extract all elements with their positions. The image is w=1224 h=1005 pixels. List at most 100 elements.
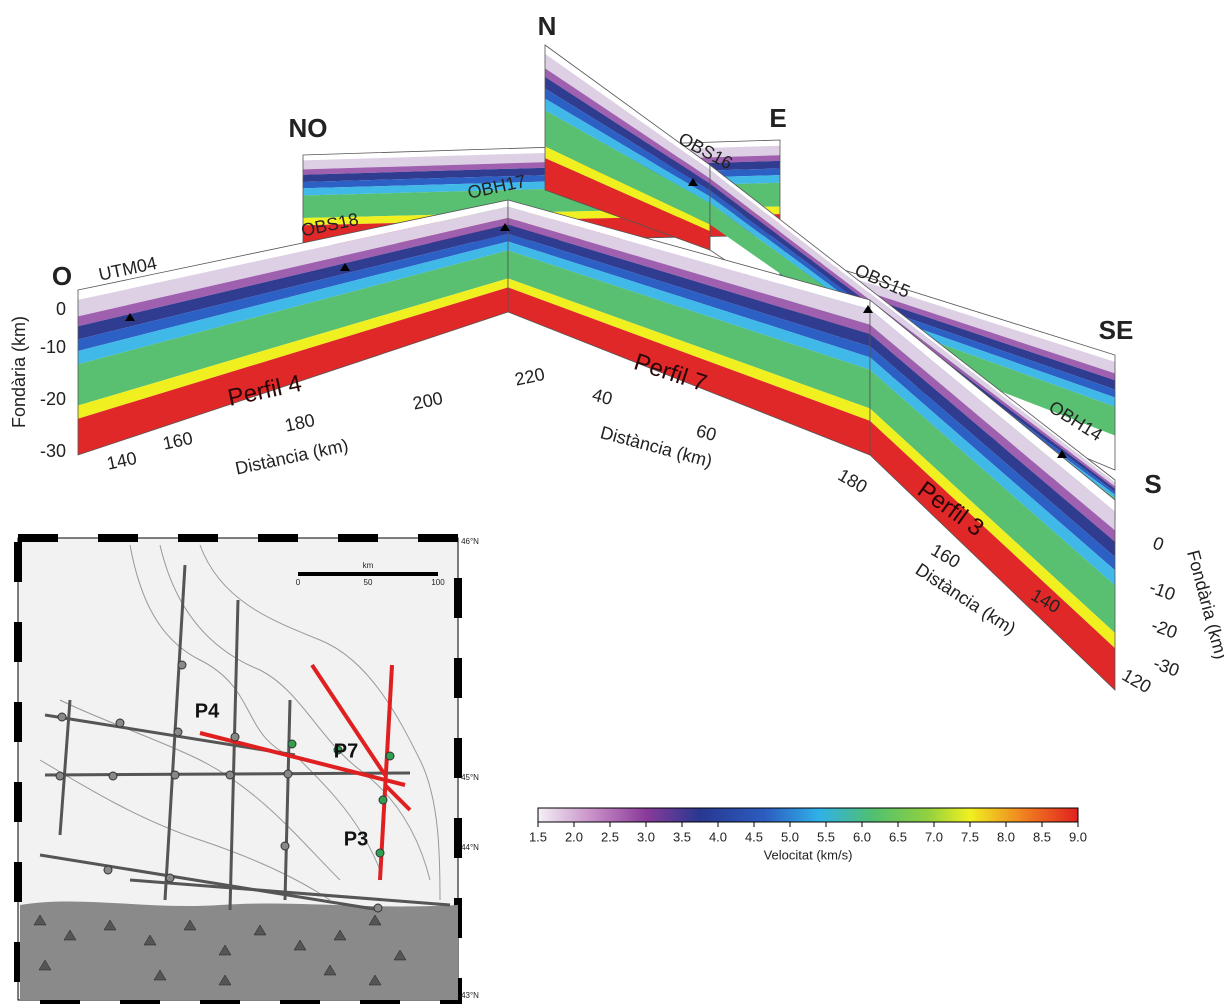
y-tick-label: 0 — [56, 299, 66, 319]
station-marker — [125, 313, 135, 321]
colorbar-tick-label: 1.5 — [529, 829, 547, 844]
velocity-layer — [710, 178, 1115, 489]
velocity-layer — [870, 369, 1115, 633]
station-marker — [1057, 450, 1067, 458]
colorbar-tick-label: 5.5 — [817, 829, 835, 844]
velocity-layer — [870, 309, 1115, 531]
colorbar-tick-label: 3.5 — [673, 829, 691, 844]
velocity-layer — [545, 110, 710, 225]
colorbar-tick-label: 4.0 — [709, 829, 727, 844]
velocity-layer — [710, 170, 1115, 487]
velocity-layer — [508, 241, 870, 370]
velocity-layer — [545, 45, 710, 171]
y-tick-label: -20 — [1149, 615, 1180, 643]
orientation-label: N — [538, 11, 557, 41]
x-tick-label: 60 — [694, 421, 719, 446]
panel-outline — [869, 299, 1116, 691]
velocity-panels — [77, 44, 1116, 691]
velocity-layer — [508, 217, 870, 335]
y-tick-label: -10 — [1147, 577, 1178, 605]
velocity-layer — [870, 357, 1115, 586]
velocity-layer — [508, 224, 870, 347]
y-tick-label: 0 — [1150, 533, 1166, 555]
y-tick-label: -20 — [40, 389, 66, 409]
colorbar-tick-label: 6.5 — [889, 829, 907, 844]
velocity-layer — [78, 287, 508, 455]
velocity-layer — [710, 165, 1115, 483]
velocity-layer — [870, 420, 1115, 690]
velocity-layer — [78, 278, 508, 419]
orientation-label: SE — [1099, 315, 1134, 345]
velocity-layer — [545, 76, 710, 191]
velocity-layer — [870, 334, 1115, 557]
y-axis-title: Fondària (km) — [1183, 548, 1224, 661]
x-tick-label: 180 — [283, 410, 317, 436]
y-tick-label: -10 — [40, 337, 66, 357]
latitude-label: 45°N — [461, 773, 479, 782]
orientation-label: NO — [289, 113, 328, 143]
velocity-layer — [78, 217, 508, 327]
colorbar-tick-label: 9.0 — [1069, 829, 1087, 844]
scale-tick-label: 0 — [296, 578, 301, 587]
velocity-layer — [78, 200, 508, 300]
latitude-label: 46°N — [461, 537, 479, 546]
velocity-layer — [508, 287, 870, 455]
velocity-layer — [545, 68, 710, 184]
velocity-layer — [78, 224, 508, 340]
latitude-label: 44°N — [461, 843, 479, 852]
colorbar-tick-label: 2.5 — [601, 829, 619, 844]
velocity-layer — [508, 206, 870, 325]
latitude-label: 43°N — [461, 991, 479, 1000]
x-tick-label: 180 — [835, 465, 871, 497]
velocity-layer — [78, 233, 508, 352]
scale-unit: km — [363, 561, 374, 570]
velocity-layer — [78, 250, 508, 406]
map-profile-label: P4 — [195, 700, 220, 722]
colorbar-tick-label: 2.0 — [565, 829, 583, 844]
velocity-layer — [870, 324, 1115, 542]
velocity-layer — [545, 158, 710, 250]
x-tick-label: 160 — [161, 428, 195, 454]
velocity-layer — [508, 200, 870, 310]
scale-tick-label: 50 — [364, 578, 373, 587]
velocity-layer — [545, 53, 710, 179]
y-axis-title: Fondària (km) — [9, 316, 29, 428]
velocity-layer — [508, 250, 870, 409]
y-tick-label: -30 — [40, 441, 66, 461]
station-marker — [500, 223, 510, 231]
y-tick-label: -30 — [1151, 653, 1182, 681]
station-marker — [688, 178, 698, 186]
velocity-layer — [870, 408, 1115, 649]
location-map — [14, 534, 462, 1004]
x-tick-label: 220 — [513, 364, 547, 390]
orientation-label: E — [769, 103, 786, 133]
colorbar-tick-label: 4.5 — [745, 829, 763, 844]
x-tick-label: 200 — [411, 388, 445, 414]
colorbar-tick-label: 3.0 — [637, 829, 655, 844]
velocity-layer — [78, 241, 508, 365]
x-tick-label: 120 — [1119, 665, 1155, 697]
map-profile-label: P7 — [334, 740, 358, 762]
map-profile-label: P3 — [344, 828, 368, 850]
orientation-label: S — [1144, 469, 1161, 499]
velocity-layer — [870, 300, 1115, 512]
x-tick-label: 140 — [105, 448, 139, 474]
velocity-layer — [508, 233, 870, 358]
colorbar-tick-label: 8.0 — [997, 829, 1015, 844]
x-tick-label: 40 — [590, 385, 615, 410]
colorbar — [537, 807, 1079, 823]
colorbar-tick-label: 7.5 — [961, 829, 979, 844]
station-marker — [863, 305, 873, 313]
velocity-layer — [545, 98, 710, 204]
orientation-label: O — [52, 261, 72, 291]
velocity-layer — [545, 88, 710, 197]
x-axis-title: Distància (km) — [233, 435, 350, 478]
colorbar-tick-label: 6.0 — [853, 829, 871, 844]
colorbar-title: Velocitat (km/s) — [764, 847, 853, 862]
scale-tick-label: 100 — [431, 578, 445, 587]
colorbar-tick-label: 5.0 — [781, 829, 799, 844]
colorbar-tick-label: 8.5 — [1033, 829, 1051, 844]
velocity-layer — [780, 250, 1115, 362]
velocity-layer — [870, 346, 1115, 571]
